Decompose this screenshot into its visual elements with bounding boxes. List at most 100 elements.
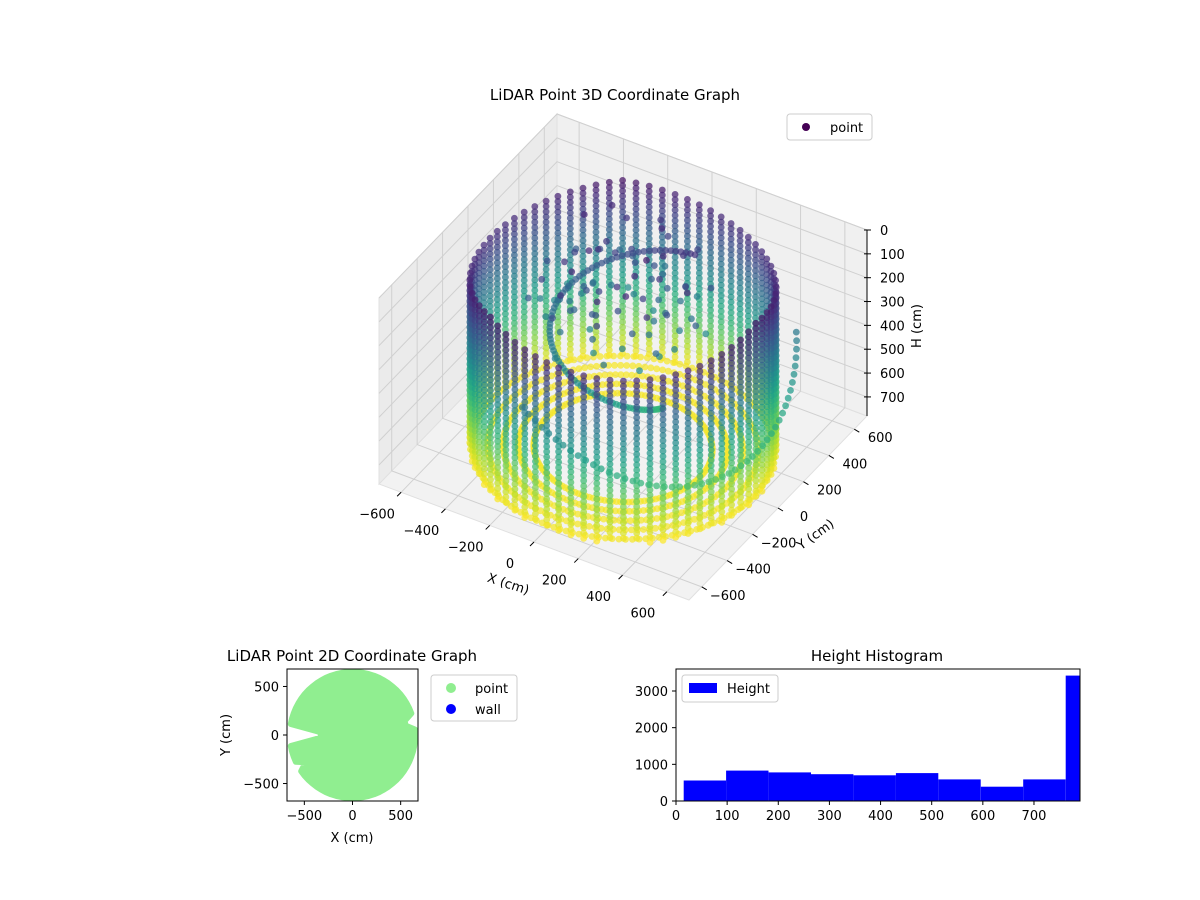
chart-3d-point bbox=[521, 461, 529, 469]
chart-3d-point bbox=[707, 388, 715, 396]
chart-3d-point bbox=[695, 227, 703, 235]
chart-3d-point bbox=[728, 475, 735, 482]
chart-3d-point bbox=[684, 430, 692, 438]
chart-3d-point bbox=[695, 222, 703, 230]
chart-3d-point bbox=[659, 366, 666, 374]
chart-3d-point bbox=[659, 494, 667, 502]
chart-3d-ytick-label: −200 bbox=[761, 536, 797, 551]
chart-3d-point bbox=[520, 271, 528, 279]
chart-3d-point bbox=[521, 383, 529, 390]
chart-3d-point bbox=[593, 390, 601, 398]
chart-3d-point bbox=[493, 233, 501, 241]
chart-3d-point bbox=[475, 302, 483, 310]
chart-3d-point bbox=[592, 213, 600, 220]
chart-3d-point bbox=[737, 399, 744, 407]
chart-3d-point bbox=[538, 275, 546, 283]
chart-3d-point bbox=[580, 451, 588, 458]
chart-3d-point bbox=[475, 339, 483, 346]
chart-3d-ytick-label: 200 bbox=[817, 484, 842, 499]
chart-3d-point bbox=[752, 388, 760, 395]
chart-3d-point bbox=[633, 440, 641, 448]
chart-3d-point bbox=[645, 292, 653, 300]
chart-3d-point bbox=[593, 516, 601, 524]
chart-3d-point bbox=[494, 490, 502, 498]
chart-3d-point bbox=[684, 353, 691, 361]
chart-3d-point bbox=[646, 518, 654, 525]
chart-3d-point bbox=[633, 513, 641, 521]
chart-3d-point bbox=[555, 500, 562, 508]
histogram-xtick-label: 300 bbox=[817, 809, 842, 824]
histogram-bar bbox=[726, 770, 769, 801]
histogram-xtick-label: 200 bbox=[766, 809, 791, 824]
chart-3d-point bbox=[696, 410, 704, 417]
chart-3d-point bbox=[511, 491, 519, 498]
chart-3d-ytick-label: 600 bbox=[868, 431, 893, 446]
chart-3d-point bbox=[511, 459, 519, 467]
chart-3d-point bbox=[695, 285, 703, 293]
chart-3d-point bbox=[718, 372, 726, 379]
chart-3d-point bbox=[707, 409, 715, 417]
chart-3d-point bbox=[579, 200, 587, 208]
chart-3d-point bbox=[532, 426, 539, 434]
chart-3d-point bbox=[684, 404, 692, 411]
histogram-legend-swatch bbox=[689, 683, 717, 693]
chart-3d-point bbox=[646, 439, 654, 447]
chart-3d-point bbox=[645, 287, 653, 295]
histogram-legend-box bbox=[681, 674, 779, 703]
chart-3d-point bbox=[684, 342, 691, 350]
chart-3d-point bbox=[659, 421, 667, 429]
chart-3d-point bbox=[672, 476, 680, 483]
chart-3d-point bbox=[620, 493, 627, 500]
chart-3d-point bbox=[744, 265, 752, 273]
chart-3d-point bbox=[695, 238, 703, 245]
chart-3d-point bbox=[554, 208, 562, 216]
chart-3d-point bbox=[521, 508, 529, 516]
chart-3d-point bbox=[480, 407, 488, 415]
chart-3d-point bbox=[696, 451, 704, 459]
chart-3d-point bbox=[577, 290, 585, 297]
chart-3d-point bbox=[542, 203, 550, 210]
chart-3d-point bbox=[580, 519, 588, 527]
chart-3d-point bbox=[511, 506, 519, 514]
chart-3d-point bbox=[511, 344, 519, 351]
chart-3d-point bbox=[567, 521, 575, 528]
chart-2d-legend-wall-marker bbox=[446, 704, 456, 714]
chart-3d-point bbox=[486, 266, 494, 273]
chart-3d-point bbox=[555, 401, 562, 408]
chart-3d-point bbox=[605, 299, 613, 307]
chart-3d-point bbox=[684, 196, 691, 203]
chart-3d-point bbox=[684, 530, 692, 537]
chart-3d-point bbox=[646, 402, 654, 410]
chart-3d-point bbox=[707, 451, 715, 459]
chart-3d-point bbox=[571, 248, 579, 256]
chart-3d-point bbox=[521, 456, 529, 464]
chart-3d-point bbox=[752, 409, 760, 416]
chart-3d-point bbox=[607, 281, 615, 289]
histogram-xtick-label: 500 bbox=[919, 809, 944, 824]
chart-3d-point bbox=[520, 324, 528, 332]
chart-3d-point bbox=[494, 495, 502, 503]
chart-3d-point bbox=[593, 448, 601, 456]
chart-3d-point bbox=[745, 422, 753, 430]
chart-3d-point bbox=[494, 348, 502, 356]
histogram-ytick-label: 3000 bbox=[635, 685, 668, 700]
chart-3d-point bbox=[590, 349, 597, 357]
chart-3d-point bbox=[640, 248, 648, 255]
chart-3d-point bbox=[593, 506, 601, 513]
chart-3d-point bbox=[645, 345, 653, 353]
chart-3d-title: LiDAR Point 3D Coordinate Graph bbox=[490, 86, 740, 104]
chart-3d-point bbox=[633, 435, 641, 442]
chart-3d-point bbox=[717, 328, 725, 336]
chart-3d-point bbox=[606, 424, 614, 431]
chart-3d-point bbox=[583, 354, 591, 362]
chart-3d-point bbox=[727, 298, 735, 306]
chart-3d-point bbox=[532, 484, 539, 491]
chart-3d-point bbox=[480, 355, 488, 363]
chart-3d-point bbox=[593, 362, 600, 370]
chart-3d-point bbox=[707, 291, 714, 298]
chart-3d-point bbox=[487, 350, 494, 358]
chart-3d-point bbox=[707, 430, 715, 438]
chart-3d-point bbox=[728, 412, 735, 419]
chart-3d-point bbox=[718, 413, 726, 421]
chart-3d-point bbox=[737, 462, 745, 470]
